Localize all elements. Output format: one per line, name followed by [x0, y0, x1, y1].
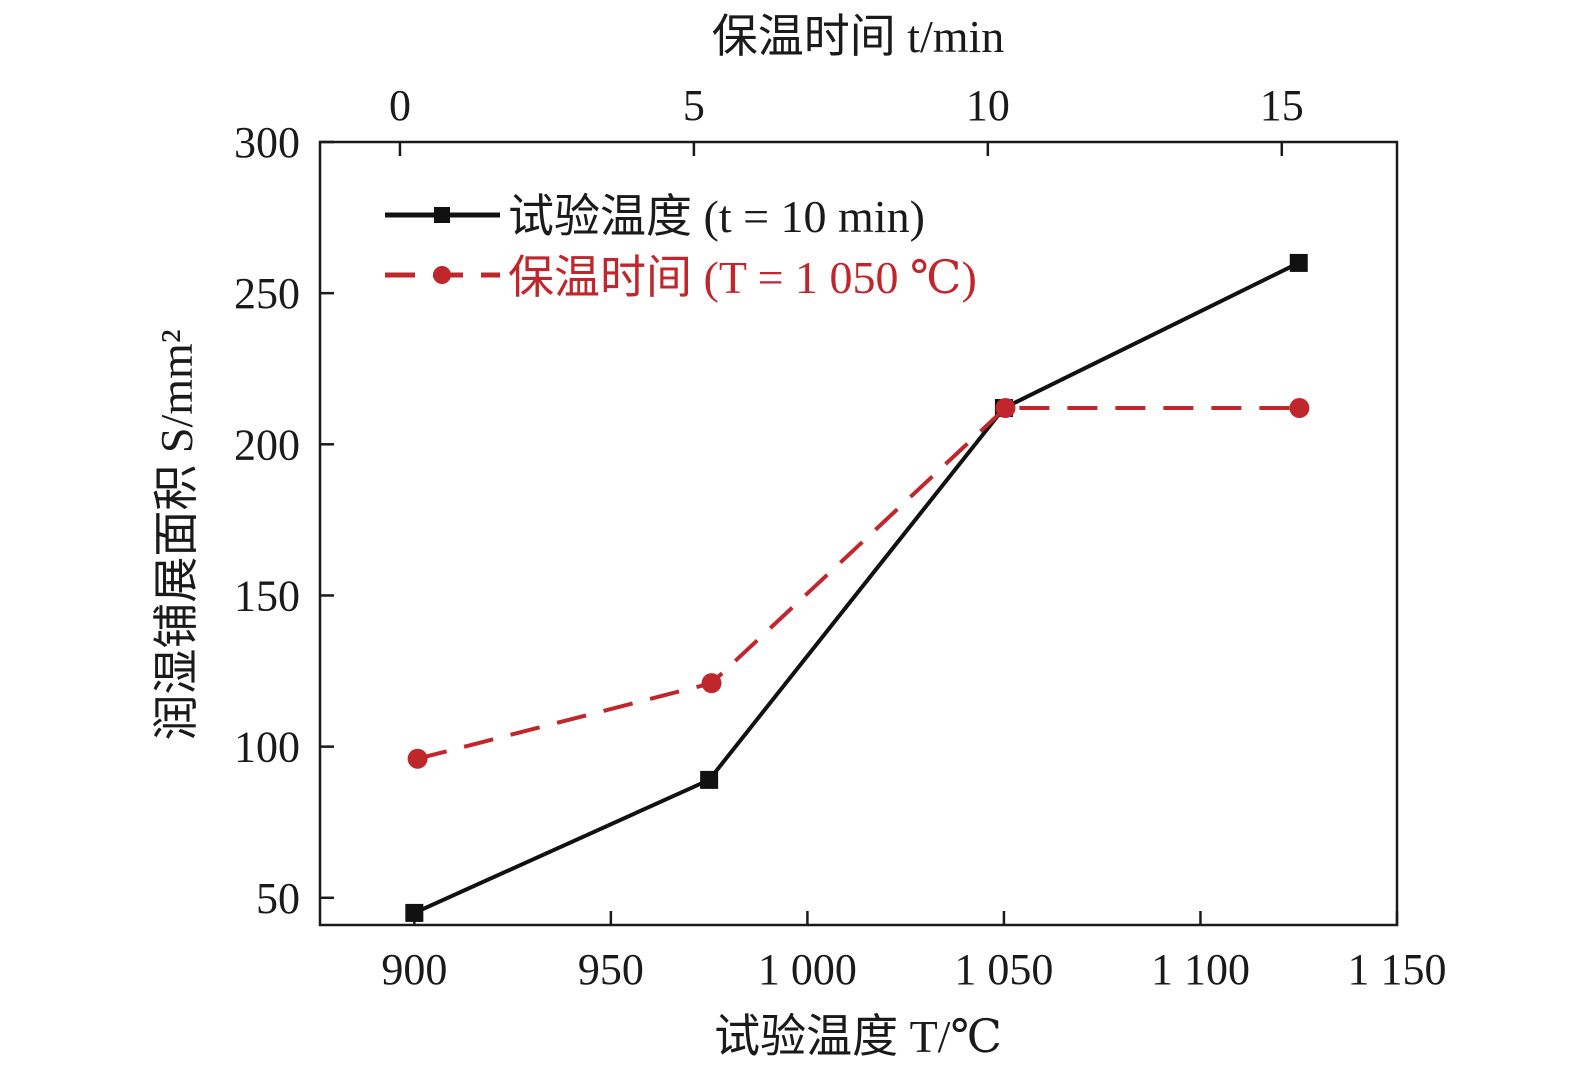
x-tick-label: 1 000: [758, 945, 857, 994]
x2-tick-label: 0: [389, 81, 411, 130]
legend: 试验温度 (t = 10 min) 保温时间 (T = 1 050 ℃): [385, 191, 977, 303]
y-tick-label: 300: [234, 118, 300, 167]
legend-marker-1: [433, 266, 451, 284]
y-axis-label: 润湿铺展面积 S/mm²: [151, 329, 202, 740]
x2-axis-label: 保温时间 t/min: [712, 11, 1005, 62]
series-line-0: [413, 261, 1300, 915]
data-point-1: [995, 398, 1016, 419]
plot-frame: [318, 140, 1399, 927]
x-tick-label: 1 100: [1151, 945, 1250, 994]
y-tick-label: 50: [256, 874, 300, 923]
y-tick-label: 250: [234, 269, 300, 318]
y-tick-label: 150: [234, 571, 300, 620]
x2-tick-label: 5: [683, 81, 705, 130]
data-point-0: [700, 770, 719, 789]
y-tick-label: 100: [234, 723, 300, 772]
data-point-1: [407, 748, 428, 769]
x-tick-label: 1 150: [1348, 945, 1447, 994]
data-point-0: [405, 903, 424, 922]
x-axis-label: 试验温度 T/℃: [714, 1011, 1002, 1062]
x-tick-label: 950: [578, 945, 644, 994]
x2-tick-label: 15: [1260, 81, 1304, 130]
series-line-1: [417, 406, 1300, 761]
x2-tick-label: 10: [966, 81, 1010, 130]
legend-marker-0: [434, 207, 450, 223]
legend-label-1: 保温时间 (T = 1 050 ℃): [508, 252, 977, 303]
x-tick-label: 1 050: [954, 945, 1053, 994]
data-point-1: [1289, 398, 1310, 419]
data-point-1: [701, 673, 722, 694]
data-point-0: [1289, 253, 1308, 272]
legend-label-0: 试验温度 (t = 10 min): [508, 191, 925, 242]
y-tick-label: 200: [234, 420, 300, 469]
x-tick-label: 900: [381, 945, 447, 994]
